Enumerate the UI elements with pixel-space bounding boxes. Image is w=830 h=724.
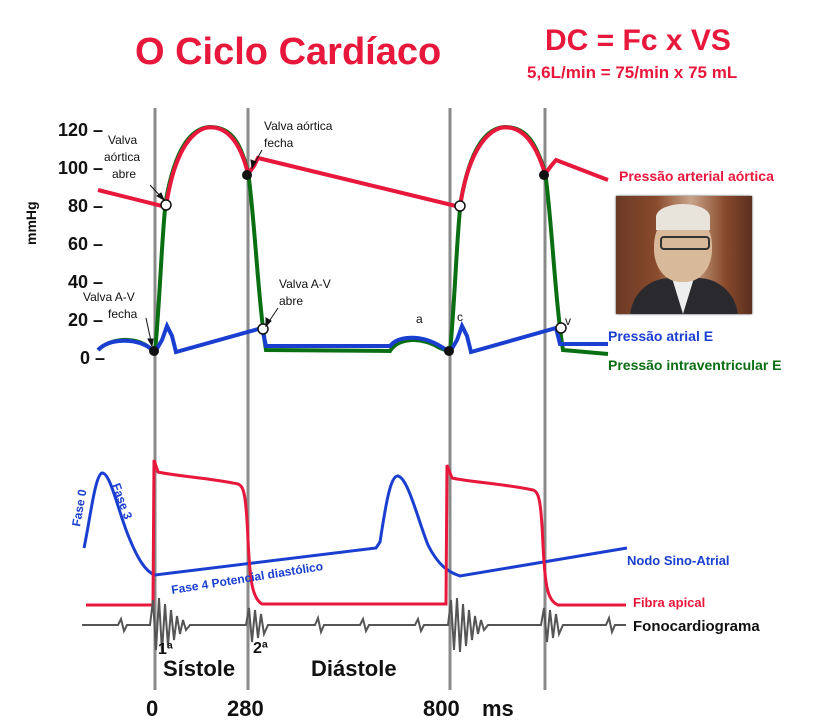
portrait-photo	[616, 196, 752, 314]
aortic-close-label-2: fecha	[264, 136, 294, 150]
aortic-close-label-1: Valva aórtica	[264, 119, 333, 133]
aortic-close-marker	[242, 170, 252, 180]
time-label-0: 0	[146, 696, 158, 721]
av-open-label-1: Valva A-V	[279, 277, 331, 291]
aortic-open-marker-2	[454, 200, 466, 212]
wave-v-label: v	[565, 314, 571, 328]
y-tick-120: 120 –	[58, 120, 103, 140]
aortic-open-label-3: abre	[112, 167, 136, 181]
atrial-pressure-curve	[96, 320, 608, 356]
apical-action-potential	[86, 459, 626, 607]
portrait-hair	[656, 204, 710, 230]
legend-ventricular: Pressão intraventricular E	[608, 357, 782, 373]
time-unit-label: ms	[482, 696, 514, 721]
first-heart-sound-label: 1ª	[158, 641, 173, 658]
aortic-open-marker	[160, 199, 172, 211]
legend-aortic: Pressão arterial aórtica	[619, 168, 774, 184]
y-tick-20: 20 –	[68, 310, 103, 330]
time-label-800: 800	[423, 696, 460, 721]
portrait-glasses	[660, 236, 710, 250]
second-heart-sound-label: 2ª	[253, 640, 268, 657]
aortic-open-label-1: Valva	[108, 133, 137, 147]
legend-phono: Fonocardiograma	[633, 618, 760, 635]
legend-atrial: Pressão atrial E	[608, 328, 713, 344]
y-tick-40: 40 –	[68, 272, 103, 292]
av-close-marker	[149, 346, 159, 356]
sa-node-action-potential	[82, 471, 628, 578]
diastole-label: Diástole	[311, 656, 397, 681]
wave-c-label: c	[457, 310, 463, 324]
y-axis-ticks: 120 – 100 – 80 – 60 – 40 – 20 – 0 –	[58, 120, 105, 368]
av-close-marker-2	[444, 346, 454, 356]
ventricular-pressure-curve	[96, 124, 609, 356]
aortic-pressure-curve	[97, 125, 609, 210]
y-axis-label: mmHg	[23, 201, 39, 245]
formula-sub: 5,6L/min = 75/min x 75 mL	[527, 63, 737, 82]
phase3-label: Fase 3	[109, 481, 135, 521]
time-label-280: 280	[227, 696, 264, 721]
wave-a-label: a	[416, 312, 423, 326]
aortic-open-label-2: aórtica	[104, 150, 140, 164]
y-tick-60: 60 –	[68, 234, 103, 254]
aortic-close-marker-2	[539, 170, 549, 180]
formula-main: DC = Fc x VS	[545, 24, 731, 57]
systole-label: Sístole	[163, 656, 235, 681]
av-close-label-2: fecha	[108, 307, 138, 321]
av-open-marker-2	[555, 322, 567, 334]
legend-sa-node: Nodo Sino-Atrial	[627, 553, 730, 568]
page-title: O Ciclo Cardíaco	[135, 31, 441, 73]
av-close-label-1: Valva A-V	[83, 290, 135, 304]
y-tick-100: 100 –	[58, 158, 103, 178]
y-tick-0: 0 –	[80, 348, 105, 368]
phase0-label: Fase 0	[69, 488, 89, 528]
legend-apical: Fibra apical	[633, 595, 705, 610]
y-tick-80: 80 –	[68, 196, 103, 216]
av-open-label-2: abre	[279, 294, 303, 308]
annotations: Valva aórtica abre Valva aórtica fecha V…	[83, 119, 571, 328]
valve-markers	[149, 170, 567, 356]
phonocardiogram-trace	[82, 597, 626, 653]
annotation-arrows	[145, 149, 279, 348]
